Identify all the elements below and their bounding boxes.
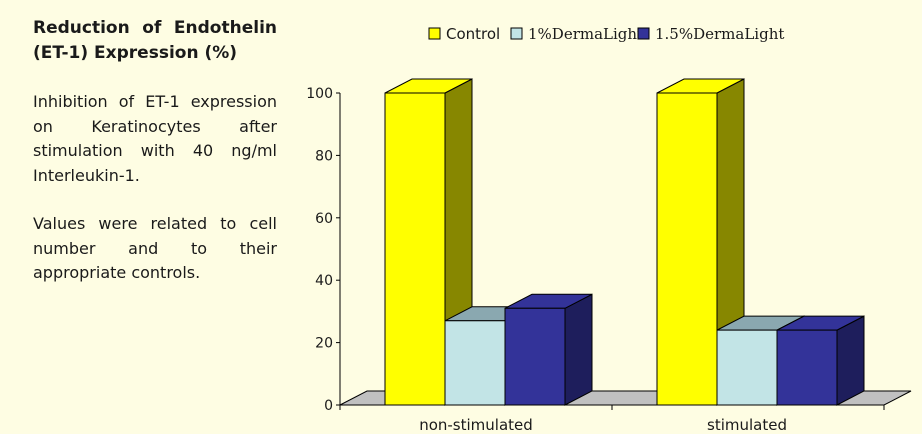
legend-swatch-1: [510, 27, 523, 40]
bar-front-face: [656, 92, 718, 406]
y-tick-label: 0: [324, 398, 333, 414]
bar-front-face: [776, 329, 838, 406]
description-panel: Reduction of Endothelin (ET-1) Expressio…: [33, 16, 277, 286]
bar-front-face: [384, 92, 446, 406]
chart-heading: Reduction of Endothelin (ET-1) Expressio…: [33, 18, 277, 63]
description-paragraph-2: Values were related to cell number and t…: [33, 214, 277, 282]
legend-label-0: Control: [446, 25, 500, 43]
category-label: stimulated: [707, 416, 787, 434]
legend-label-1: 1%DermaLight: [528, 25, 643, 43]
y-tick-label: 60: [315, 211, 333, 227]
bar-side-face: [564, 293, 593, 406]
legend-label-2: 1.5%DermaLight: [655, 25, 784, 43]
y-tick-label: 20: [315, 336, 333, 352]
description-paragraph-1: Inhibition of ET-1 expression on Keratin…: [33, 92, 277, 185]
y-tick-label: 100: [306, 86, 333, 102]
bar-front-face: [504, 307, 566, 406]
legend-swatch-2: [637, 27, 650, 40]
bar-stimulated-series-2: [776, 315, 865, 406]
bar-front-face: [444, 320, 506, 406]
category-label: non-stimulated: [419, 416, 533, 434]
bar-side-face: [836, 315, 865, 406]
bar-non-stimulated-series-2: [504, 293, 593, 406]
bar-front-face: [716, 329, 778, 406]
y-tick-label: 80: [315, 148, 333, 164]
legend-swatch-0: [428, 27, 441, 40]
y-tick-label: 40: [315, 273, 333, 289]
